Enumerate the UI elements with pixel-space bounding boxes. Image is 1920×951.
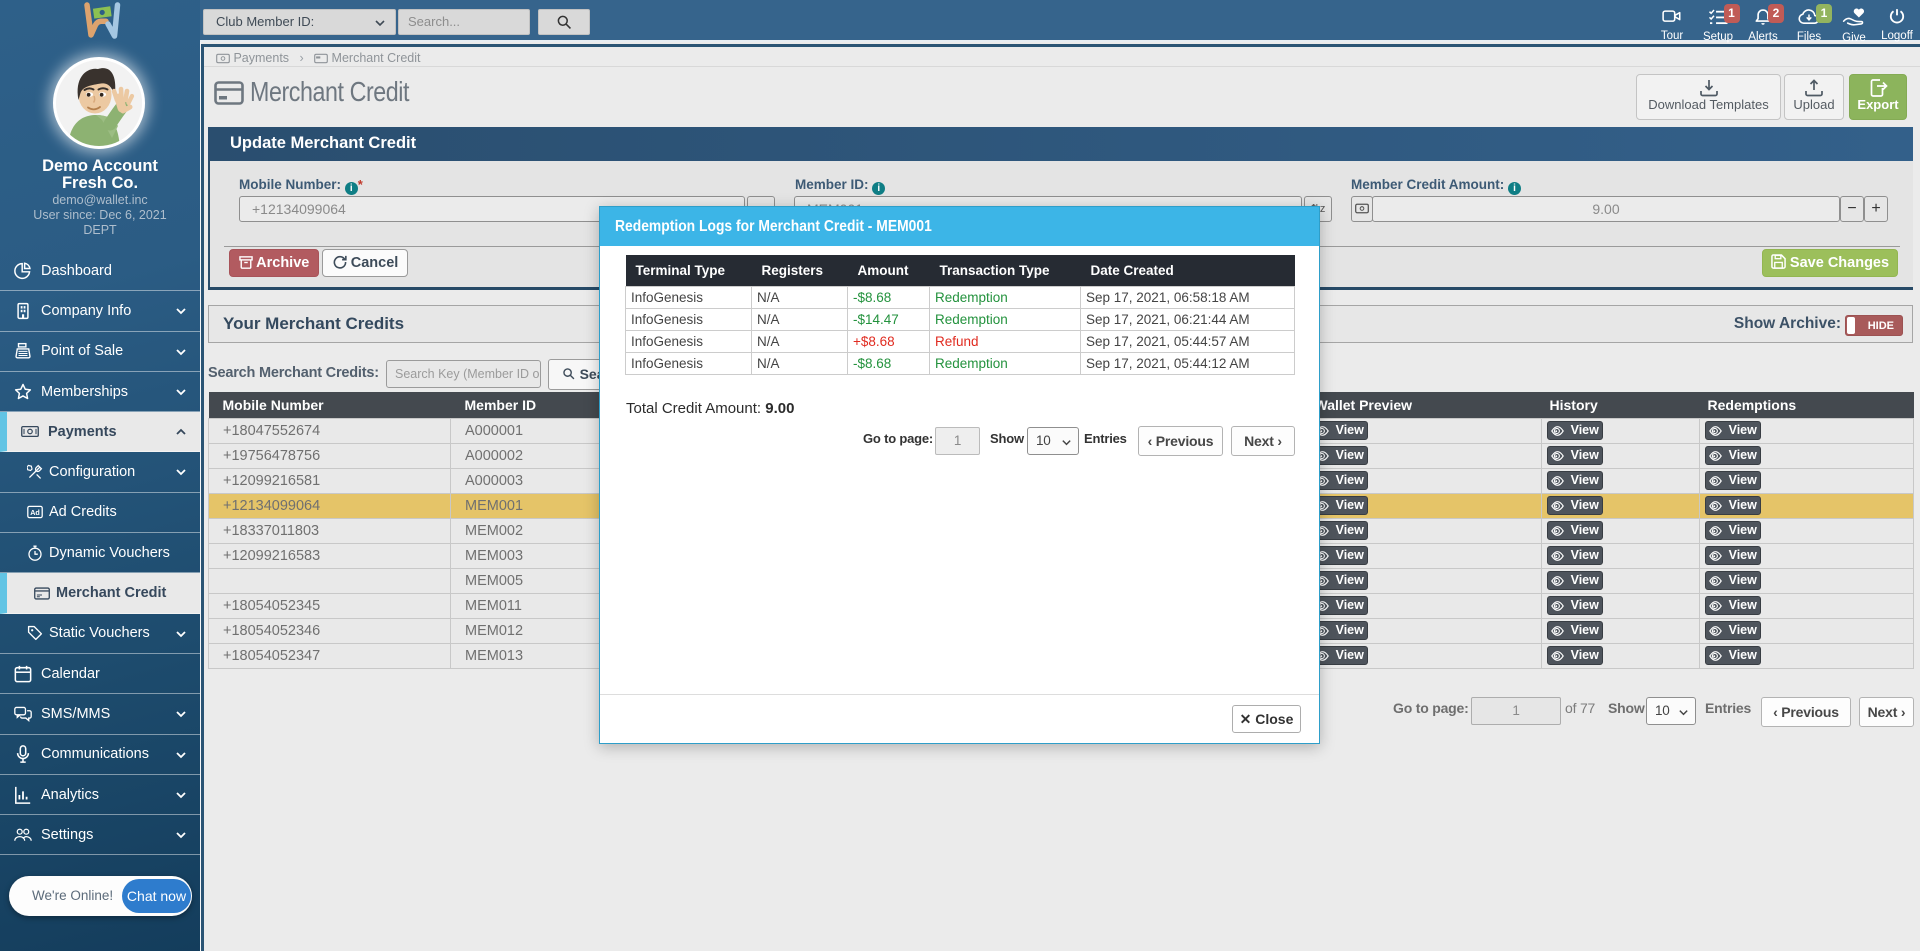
svg-text:Ad: Ad (30, 509, 40, 518)
